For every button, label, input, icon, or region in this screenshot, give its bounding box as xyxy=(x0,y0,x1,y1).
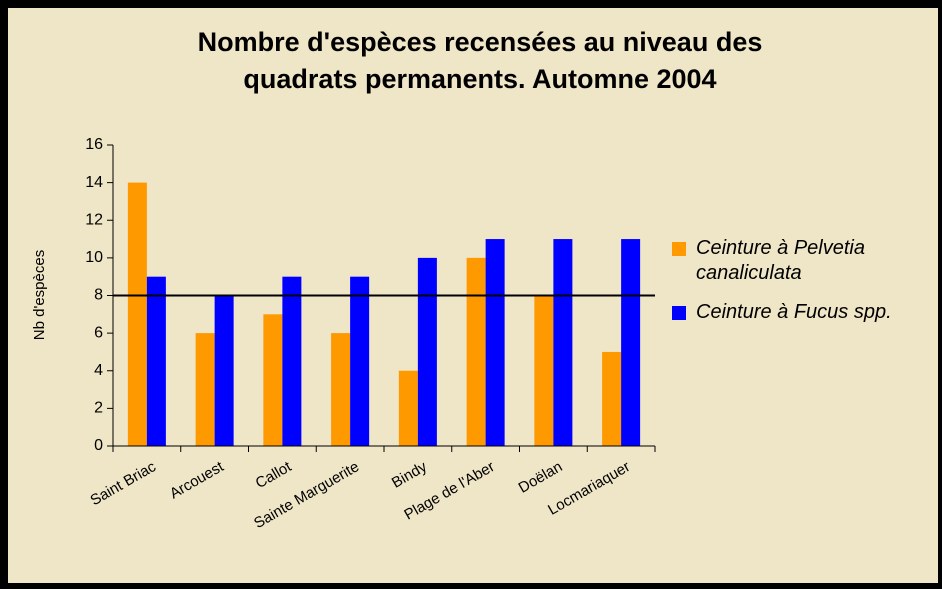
y-axis-label: Nb d'espèces xyxy=(31,250,48,340)
chart-title: Nombre d'espèces recensées au niveau des… xyxy=(197,27,763,94)
y-tick-label: 4 xyxy=(94,362,103,379)
y-tick-label: 14 xyxy=(85,174,103,191)
bar xyxy=(398,370,418,446)
legend-swatch xyxy=(672,306,686,320)
y-tick-label: 2 xyxy=(94,400,103,417)
bar xyxy=(331,333,351,446)
legend-swatch xyxy=(672,242,686,256)
bar xyxy=(534,295,554,446)
legend-label: Ceinture à Pelvetia canaliculata xyxy=(696,237,865,284)
legend-item: Ceinture à Fucus spp. xyxy=(672,300,932,325)
bar xyxy=(350,276,370,446)
bar xyxy=(466,257,486,446)
legend-item: Ceinture à Pelvetia canaliculata xyxy=(672,236,932,286)
y-tick-label: 0 xyxy=(94,437,103,454)
bar xyxy=(553,239,573,446)
y-tick-label: 6 xyxy=(94,324,103,341)
bar xyxy=(602,351,622,446)
y-tick-label: 16 xyxy=(85,136,103,153)
bar xyxy=(214,295,234,446)
bar xyxy=(146,276,166,446)
y-tick-label: 12 xyxy=(85,211,103,228)
y-tick-label: 8 xyxy=(94,287,103,304)
bar xyxy=(621,239,641,446)
legend: Ceinture à Pelvetia canaliculata Ceinture… xyxy=(672,236,932,339)
y-tick-label: 10 xyxy=(85,249,103,266)
bar xyxy=(195,333,215,446)
bar xyxy=(282,276,302,446)
legend-label: Ceinture à Fucus spp. xyxy=(696,301,892,323)
bar xyxy=(417,257,437,446)
bar xyxy=(263,314,283,446)
bar xyxy=(485,239,505,446)
bar xyxy=(127,182,147,446)
